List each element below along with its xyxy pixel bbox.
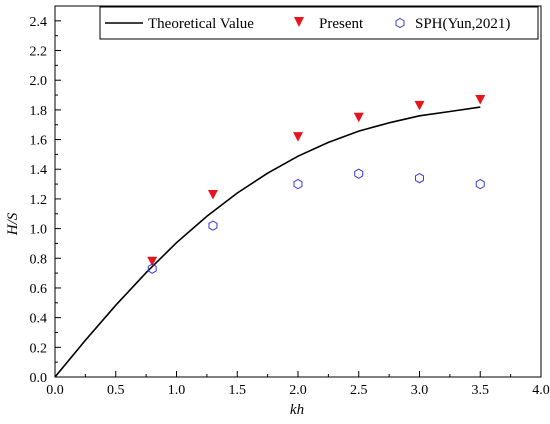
- legend-marker-sph: [395, 17, 405, 29]
- legend-box: [99, 6, 539, 40]
- legend-marker-present: [294, 17, 304, 27]
- x-tick-label: 1.5: [229, 383, 247, 398]
- axis-layer: 0.0 0.5 1.0 1.5 2.0 2.5 3.0 3.5 4.0 0.0 0.2 0.4 0.6 0…: [30, 5, 550, 398]
- x-tick-label: 4.0: [532, 383, 550, 398]
- legend-label-theoretical: Theoretical Value: [148, 16, 254, 32]
- legend-label-present: Present: [319, 16, 364, 32]
- y-axis-title: H/S: [5, 212, 21, 236]
- x-tick-label: 3.5: [472, 383, 490, 398]
- y-tick-label: 2.4: [30, 15, 48, 30]
- y-tick-label: 0.6: [30, 282, 48, 297]
- x-tick-label: 3.0: [411, 383, 429, 398]
- y-tick-label: 1.6: [30, 134, 48, 149]
- sph-yun-point: [354, 168, 364, 179]
- theoretical-value-line: [54, 106, 481, 378]
- legend: Theoretical Value Present SPH(Yun,2021): [99, 6, 539, 40]
- sph-yun-point: [475, 178, 485, 190]
- y-tick-label: 0.2: [30, 341, 48, 356]
- x-tick-label: 0.0: [46, 383, 64, 398]
- y-tick-label: 0.4: [30, 312, 48, 327]
- present-point: [414, 100, 425, 111]
- y-tick-label: 1.0: [30, 223, 48, 238]
- x-tick-label: 2.5: [350, 383, 368, 398]
- y-tick-label: 2.0: [30, 74, 48, 89]
- x-tick-label: 1.0: [168, 383, 186, 398]
- sph-yun-point: [415, 172, 424, 184]
- y-tick-label: 0.8: [30, 252, 48, 267]
- y-tick-label: 1.2: [30, 193, 48, 208]
- y-tick-label: 0.0: [30, 371, 48, 386]
- legend-label-sph: SPH(Yun,2021): [415, 16, 510, 32]
- present-point: [353, 112, 364, 123]
- y-tick-label: 1.8: [30, 104, 48, 119]
- data-layer: [54, 94, 486, 378]
- x-tick-label: 0.5: [107, 383, 125, 398]
- present-point: [475, 94, 486, 105]
- sph-yun-point: [293, 178, 303, 190]
- present-point: [147, 256, 158, 267]
- sph-yun-point: [147, 263, 157, 274]
- x-axis-title: kh: [290, 402, 304, 418]
- y-tick-label: 2.2: [30, 45, 48, 60]
- present-point: [207, 189, 218, 200]
- sph-yun-point: [208, 220, 218, 231]
- y-tick-label: 1.4: [30, 163, 48, 178]
- present-point: [293, 132, 303, 142]
- x-tick-label: 2.0: [289, 383, 307, 398]
- plot-frame: [54, 5, 542, 378]
